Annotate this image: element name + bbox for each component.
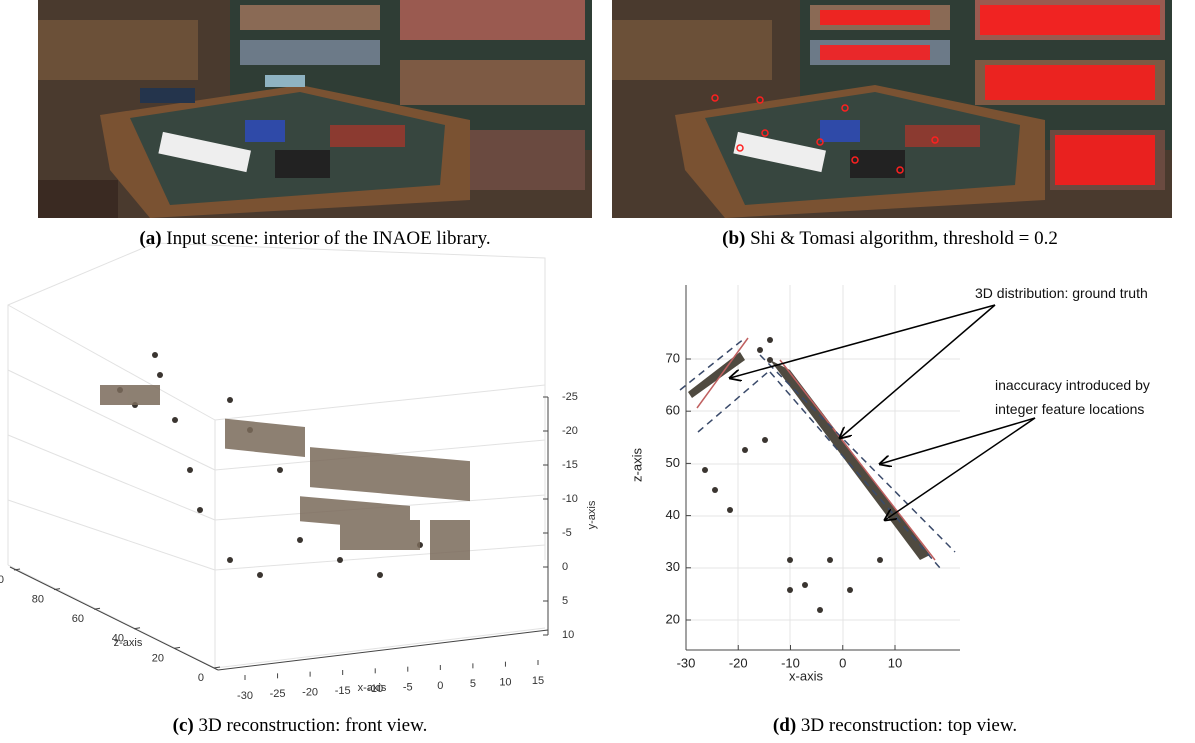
plot-c-points bbox=[100, 352, 470, 578]
axis-label: z-axis bbox=[114, 637, 143, 649]
plot-d-points bbox=[688, 337, 930, 613]
caption-label: (b) bbox=[722, 228, 745, 249]
caption: (a) Input scene: interior of the INAOE l… bbox=[139, 228, 490, 249]
tick-mark bbox=[173, 646, 181, 649]
tick-label: 5 bbox=[562, 595, 568, 607]
tick-label: 10 bbox=[888, 655, 902, 670]
tick-label: 100 bbox=[0, 574, 4, 586]
plot-d-guides bbox=[679, 304, 1036, 569]
tick-label: -15 bbox=[335, 685, 351, 697]
tick-label: 20 bbox=[666, 611, 680, 626]
tick-label: -10 bbox=[367, 683, 383, 695]
tick-label: 10 bbox=[499, 677, 511, 689]
tick-label: 40 bbox=[666, 507, 680, 522]
tick-label: 0 bbox=[562, 561, 568, 573]
tick-label: 80 bbox=[32, 594, 44, 606]
tick-label: -20 bbox=[302, 687, 318, 699]
tick-label: -25 bbox=[270, 688, 286, 700]
tick-label: 10 bbox=[562, 629, 574, 641]
tick-label: -5 bbox=[403, 682, 413, 694]
axis-label: x-axis bbox=[358, 682, 387, 694]
tick-mark bbox=[93, 607, 101, 610]
tick-label: -25 bbox=[562, 391, 578, 403]
photo-b bbox=[612, 0, 1172, 218]
tick-label: -30 bbox=[237, 690, 253, 702]
caption-label: (c) bbox=[173, 715, 194, 736]
tick-label: 0 bbox=[839, 655, 846, 670]
tick-label: 0 bbox=[437, 680, 443, 692]
plot-c-frame bbox=[7, 242, 546, 669]
tick-mark bbox=[53, 588, 61, 591]
tick-label: -10 bbox=[562, 493, 578, 505]
tick-label: 50 bbox=[666, 455, 680, 470]
tick-mark bbox=[213, 666, 221, 669]
caption-label: (a) bbox=[139, 228, 161, 249]
caption-label: (d) bbox=[773, 715, 796, 736]
caption: (c) 3D reconstruction: front view. bbox=[173, 715, 428, 736]
tick-label: 5 bbox=[470, 678, 476, 690]
tick-label: 30 bbox=[666, 559, 680, 574]
tick-mark bbox=[13, 568, 21, 571]
plot-d-frame bbox=[685, 285, 960, 651]
annotation: 3D distribution: ground truth bbox=[975, 285, 1148, 301]
tick-label: 60 bbox=[666, 403, 680, 418]
caption-text: Shi & Tomasi algorithm, threshold = 0.2 bbox=[750, 228, 1058, 249]
tick-mark bbox=[133, 627, 141, 630]
photo-a bbox=[38, 0, 592, 218]
axis-label: x-axis bbox=[789, 668, 823, 683]
tick-label: 40 bbox=[112, 633, 124, 645]
caption: (b) Shi & Tomasi algorithm, threshold = … bbox=[722, 228, 1058, 249]
caption-text: 3D reconstruction: front view. bbox=[199, 715, 428, 736]
caption: (d) 3D reconstruction: top view. bbox=[773, 715, 1017, 736]
tick-label: -20 bbox=[729, 655, 748, 670]
tick-label: -20 bbox=[562, 425, 578, 437]
tick-label: -30 bbox=[677, 655, 696, 670]
tick-label: 60 bbox=[72, 613, 84, 625]
caption-text: 3D reconstruction: top view. bbox=[801, 715, 1017, 736]
tick-label: -15 bbox=[562, 459, 578, 471]
axis-label: z-axis bbox=[629, 448, 644, 482]
annotation: integer feature locations bbox=[995, 401, 1144, 417]
tick-label: -10 bbox=[781, 655, 800, 670]
tick-label: 20 bbox=[152, 652, 164, 664]
annotation: inaccuracy introduced by bbox=[995, 377, 1150, 393]
tick-label: 70 bbox=[666, 350, 680, 365]
axis-label: y-axis bbox=[586, 500, 598, 529]
tick-label: 15 bbox=[532, 675, 544, 687]
tick-label: 0 bbox=[198, 672, 204, 684]
tick-label: -5 bbox=[562, 527, 572, 539]
caption-text: Input scene: interior of the INAOE libra… bbox=[166, 228, 490, 249]
plot-c-axes bbox=[9, 397, 549, 671]
